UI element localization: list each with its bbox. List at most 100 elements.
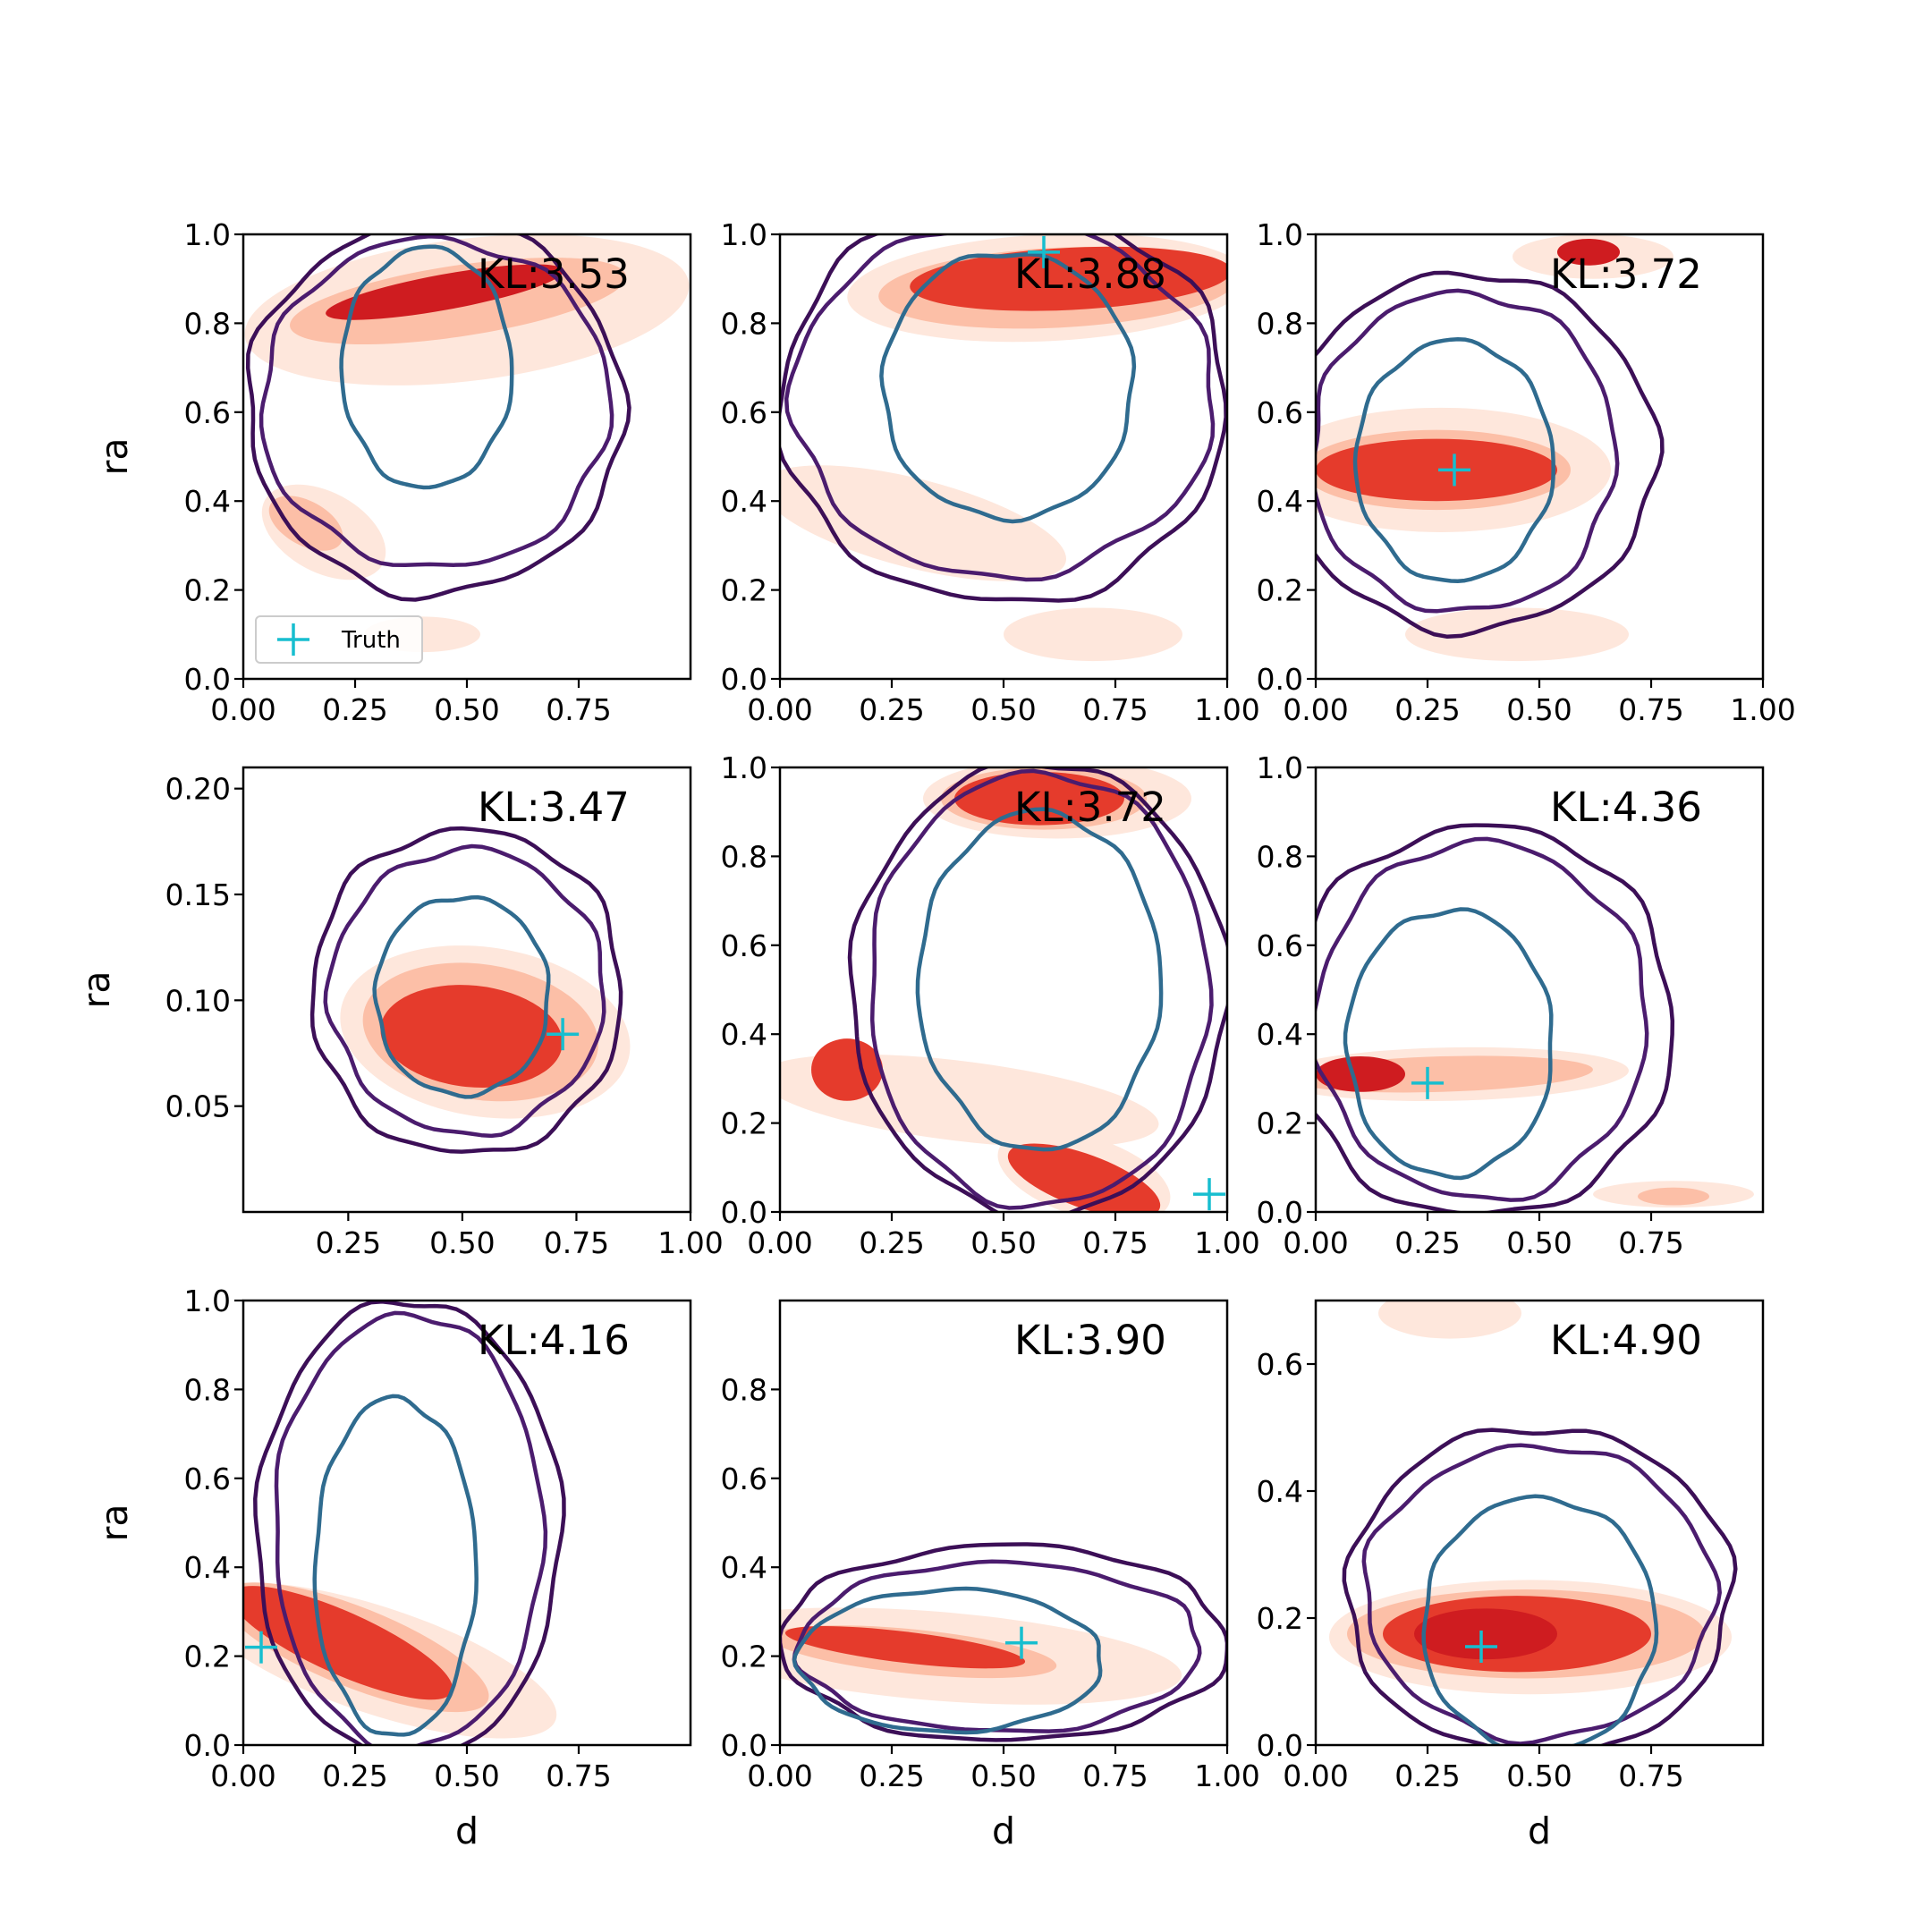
y-tick-label: 0.0 bbox=[1257, 1728, 1303, 1763]
y-tick-label: 0.6 bbox=[721, 395, 767, 430]
x-tick-label: 0.00 bbox=[210, 692, 275, 727]
axes-frame bbox=[242, 766, 692, 1214]
kl-annotation: KL:4.36 bbox=[1550, 784, 1702, 831]
x-tick-label: 0.75 bbox=[546, 1758, 611, 1793]
plot-area bbox=[309, 826, 631, 1154]
x-tick-label: 0.50 bbox=[1506, 692, 1572, 727]
x-tick-label: 0.75 bbox=[1618, 692, 1683, 727]
y-tick-label: 0.20 bbox=[165, 772, 231, 807]
contour-line bbox=[339, 244, 514, 490]
y-tick-label: 1.0 bbox=[1257, 217, 1303, 252]
contour-line bbox=[1316, 288, 1620, 614]
x-tick-label: 1.00 bbox=[1194, 1225, 1259, 1260]
x-tick-label: 0.00 bbox=[747, 1758, 812, 1793]
panel-7: 0.00 0.25 0.50 0.75 0.0 0.2 0.4 0.6 0.8 1.0 KL:4.1… bbox=[93, 1284, 692, 1852]
x-tick-label: 0.25 bbox=[859, 1225, 924, 1260]
legend-label: Truth bbox=[341, 627, 401, 654]
x-tick-label: 0.50 bbox=[970, 1225, 1036, 1260]
panel-8: 0.00 0.25 0.50 0.75 1.00 0.0 0.2 0.4 0.6 0.8 KL:3.… bbox=[721, 1299, 1260, 1852]
x-axis-label: d bbox=[455, 1809, 479, 1852]
x-tick-label: 0.75 bbox=[1082, 1758, 1148, 1793]
truth-marker bbox=[1028, 235, 1060, 268]
x-tick-label: 0.75 bbox=[1082, 1225, 1148, 1260]
legend: Truth bbox=[255, 615, 423, 664]
panel-2: 0.00 0.25 0.50 0.75 1.00 0.0 0.2 0.4 0.6 0.8 1.0 KL… bbox=[721, 217, 1260, 727]
contour-line bbox=[274, 1310, 548, 1745]
contour-line bbox=[323, 843, 606, 1139]
y-tick-label: 0.05 bbox=[165, 1089, 231, 1124]
plot-area bbox=[1329, 1301, 1738, 1745]
x-tick-label: 0.25 bbox=[316, 1225, 381, 1260]
kl-annotation: KL:3.90 bbox=[1014, 1317, 1166, 1364]
contour-line bbox=[1316, 836, 1649, 1202]
y-tick-label: 0.8 bbox=[1257, 306, 1303, 341]
y-tick-label: 0.2 bbox=[721, 1106, 767, 1141]
panel-1: 0.00 0.25 0.50 0.75 0.0 0.2 0.4 0.6 0.8 1.0 KL:3.5… bbox=[93, 217, 692, 727]
x-tick-label: 1.00 bbox=[1194, 692, 1259, 727]
y-tick-label: 0.8 bbox=[1257, 839, 1303, 874]
contour-line bbox=[784, 234, 1216, 582]
x-tick-label: 1.00 bbox=[1194, 1758, 1259, 1793]
truth-marker bbox=[547, 1018, 580, 1051]
y-tick-label: 1.0 bbox=[1257, 750, 1303, 785]
x-tick-label: 1.00 bbox=[1730, 692, 1795, 727]
y-tick-label: 0.0 bbox=[1257, 1195, 1303, 1230]
plot-area bbox=[244, 234, 690, 653]
x-axis-label: d bbox=[1528, 1809, 1551, 1852]
density-fill bbox=[1004, 607, 1182, 662]
x-tick-label: 0.00 bbox=[1283, 692, 1348, 727]
y-tick-label: 0.8 bbox=[184, 1372, 231, 1407]
x-tick-label: 0.50 bbox=[434, 1758, 499, 1793]
x-tick-label: 0.00 bbox=[747, 1225, 812, 1260]
kl-annotation: KL:3.47 bbox=[478, 784, 630, 831]
plot-area bbox=[780, 234, 1227, 662]
y-tick-label: 0.6 bbox=[1257, 395, 1303, 430]
y-tick-label: 0.8 bbox=[721, 306, 767, 341]
y-tick-label: 0.2 bbox=[721, 1640, 767, 1674]
y-tick-label: 0.4 bbox=[1257, 1017, 1303, 1052]
y-tick-label: 0.0 bbox=[721, 1728, 767, 1763]
panel-4: 0.25 0.50 0.75 1.00 0.05 0.10 0.15 0.20 KL:3.47 r… bbox=[75, 766, 724, 1260]
y-axis-label: ra bbox=[93, 1504, 136, 1542]
x-tick-label: 0.50 bbox=[1506, 1758, 1572, 1793]
truth-marker bbox=[1005, 1626, 1038, 1659]
x-tick-label: 0.50 bbox=[970, 692, 1036, 727]
density-fill bbox=[380, 985, 563, 1088]
density-fill bbox=[1638, 1187, 1709, 1206]
x-tick-label: 0.50 bbox=[434, 692, 499, 727]
x-tick-label: 0.50 bbox=[1506, 1225, 1572, 1260]
y-tick-label: 1.0 bbox=[184, 217, 231, 252]
density-fill bbox=[910, 246, 1227, 311]
y-tick-label: 0.8 bbox=[721, 1372, 767, 1407]
density-fill bbox=[1316, 438, 1557, 502]
contour-line bbox=[1343, 907, 1554, 1181]
y-tick-label: 0.2 bbox=[1257, 1601, 1303, 1636]
y-tick-label: 0.4 bbox=[1257, 484, 1303, 519]
y-tick-label: 0.6 bbox=[184, 1462, 231, 1496]
density-fill bbox=[784, 1626, 1026, 1669]
x-tick-label: 0.00 bbox=[210, 1758, 275, 1793]
kl-annotation: KL:3.88 bbox=[1014, 250, 1166, 298]
y-tick-label: 0.8 bbox=[721, 839, 767, 874]
density-fill bbox=[1007, 1143, 1161, 1212]
truth-marker bbox=[1411, 1066, 1444, 1099]
x-tick-label: 0.25 bbox=[322, 1758, 387, 1793]
contour-line bbox=[258, 234, 614, 568]
kl-annotation: KL:3.53 bbox=[478, 250, 630, 298]
contour-line bbox=[1421, 1494, 1659, 1745]
contour-line bbox=[245, 234, 631, 602]
plot-area bbox=[780, 767, 1227, 1212]
contour-line bbox=[312, 1394, 479, 1737]
y-tick-label: 0.6 bbox=[721, 1462, 767, 1496]
y-tick-label: 0.0 bbox=[721, 662, 767, 697]
y-tick-label: 0.4 bbox=[1257, 1474, 1303, 1509]
contour-line bbox=[1316, 823, 1675, 1212]
plot-area bbox=[243, 1301, 566, 1745]
x-tick-label: 0.75 bbox=[544, 1225, 609, 1260]
x-tick-label: 0.75 bbox=[1618, 1758, 1683, 1793]
density-fill bbox=[1378, 1301, 1521, 1339]
truth-marker bbox=[245, 1631, 277, 1664]
x-axis-label: d bbox=[992, 1809, 1015, 1852]
x-tick-label: 0.00 bbox=[1283, 1225, 1348, 1260]
y-tick-label: 0.0 bbox=[1257, 662, 1303, 697]
